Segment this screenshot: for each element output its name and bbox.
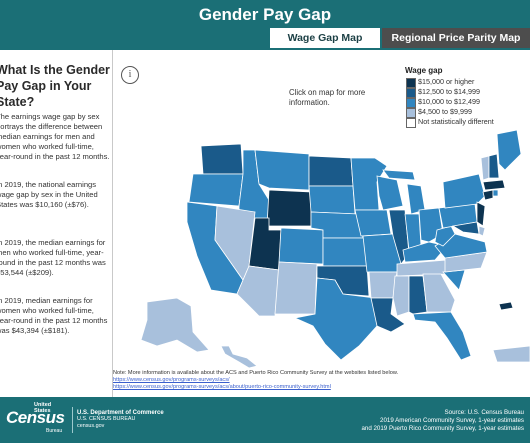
sidebar-paragraph-women-earnings: In 2019, median earnings for women who w… <box>0 296 108 335</box>
state-massachusetts <box>482 179 506 191</box>
legend-title: Wage gap <box>405 66 443 75</box>
map-legend: Wage gap $15,000 or higher $12,500 to $1… <box>405 66 530 128</box>
census-bureau-logo[interactable]: United States Census Bureau <box>6 402 68 438</box>
state-vermont <box>480 155 490 181</box>
state-michigan-up <box>382 169 416 181</box>
state-florida <box>412 311 472 361</box>
state-rhode-island <box>492 189 499 197</box>
legend-item: $4,500 to $9,999 <box>405 107 530 118</box>
footer-bar: United States Census Bureau U.S. Departm… <box>0 397 530 443</box>
state-connecticut <box>482 189 494 201</box>
legend-swatch <box>406 78 416 88</box>
state-hawaii <box>220 345 258 369</box>
state-washington <box>200 143 244 175</box>
state-north-dakota <box>308 155 354 187</box>
state-new-jersey <box>476 201 486 227</box>
legend-swatch <box>406 118 416 128</box>
tab-wage-gap-map[interactable]: Wage Gap Map <box>270 28 380 48</box>
legend-item-label: Not statistically different <box>418 117 494 126</box>
state-south-dakota <box>308 185 356 215</box>
legend-swatch <box>406 108 416 118</box>
sidebar-heading: What Is the Gender Pay Gap in Your State… <box>0 63 110 109</box>
map-panel: i Click on map for more information. <box>113 50 530 397</box>
bureau-name: U.S. CENSUS BUREAU <box>77 416 136 423</box>
footer-divider <box>72 407 73 433</box>
territory-puerto-rico <box>498 301 514 311</box>
legend-item: $10,000 to $12,499 <box>405 97 530 108</box>
department-info: U.S. Department of Commerce U.S. CENSUS … <box>77 410 164 429</box>
header-bar: Gender Pay Gap Wage Gap Map Regional Pri… <box>0 0 530 48</box>
state-mississippi <box>392 275 410 317</box>
state-kansas <box>322 237 368 267</box>
source-citation: Source: U.S. Census Bureau 2019 American… <box>304 409 524 433</box>
logo-top-text: United States <box>34 402 52 414</box>
prcs-link[interactable]: https://www.census.gov/programs-surveys/… <box>113 384 331 390</box>
footnote-text: Note: More information is available abou… <box>113 370 399 376</box>
state-alaska <box>140 297 210 353</box>
legend-item: $15,000 or higher <box>405 77 530 88</box>
state-texas <box>293 277 378 361</box>
territory-pr-island-right <box>492 345 530 363</box>
info-sidebar: What Is the Gender Pay Gap in Your State… <box>0 50 113 397</box>
legend-item-label: $12,500 to $14,999 <box>418 87 480 96</box>
state-wisconsin <box>376 175 404 211</box>
logo-main-text: Census <box>6 408 65 427</box>
us-wage-gap-map[interactable] <box>113 50 530 370</box>
map-footnote: Note: More information is available abou… <box>113 370 530 391</box>
state-alabama <box>408 275 428 315</box>
state-oregon <box>188 173 244 207</box>
acs-link[interactable]: https://www.census.gov/programs-surveys/… <box>113 377 230 383</box>
state-arkansas <box>368 271 398 299</box>
state-wyoming <box>266 189 312 227</box>
sidebar-paragraph-men-earnings: In 2019, the median earnings for men who… <box>0 238 106 277</box>
state-maine <box>496 129 522 171</box>
state-new-mexico <box>274 261 318 315</box>
sidebar-paragraph-national-gap: In 2019, the national earnings wage gap … <box>0 180 98 209</box>
sidebar-paragraph-definition: The earnings wage gap by sex portrays th… <box>0 112 110 161</box>
state-new-york <box>442 173 486 209</box>
census-url[interactable]: census.gov <box>77 422 105 429</box>
source-line-2: 2019 American Community Survey, 1-year e… <box>380 417 524 424</box>
legend-swatch <box>406 98 416 108</box>
state-minnesota <box>350 157 388 211</box>
state-iowa <box>354 209 392 237</box>
state-delaware <box>478 225 486 237</box>
info-circle-icon[interactable]: i <box>121 66 139 84</box>
tab-regional-price-parity-map[interactable]: Regional Price Parity Map <box>382 28 530 48</box>
source-line-1: Source: U.S. Census Bureau <box>444 409 524 416</box>
legend-item-label: $10,000 to $12,499 <box>418 97 480 106</box>
map-hint-text: Click on map for more information. <box>289 88 366 107</box>
legend-item: Not statistically different <box>405 117 530 128</box>
logo-bottom-text: Bureau <box>46 428 63 434</box>
page-title: Gender Pay Gap <box>198 5 332 24</box>
legend-item-label: $15,000 or higher <box>418 77 475 86</box>
state-georgia <box>422 273 456 313</box>
source-line-3: and 2019 Puerto Rico Community Survey, 1… <box>361 425 524 432</box>
legend-item-label: $4,500 to $9,999 <box>418 107 472 116</box>
legend-item: $12,500 to $14,999 <box>405 87 530 98</box>
state-new-hampshire <box>488 153 500 179</box>
dept-name: U.S. Department of Commerce <box>77 410 164 416</box>
header-divider <box>0 48 530 50</box>
state-colorado <box>278 227 324 265</box>
state-montana <box>254 149 310 191</box>
legend-swatch <box>406 88 416 98</box>
